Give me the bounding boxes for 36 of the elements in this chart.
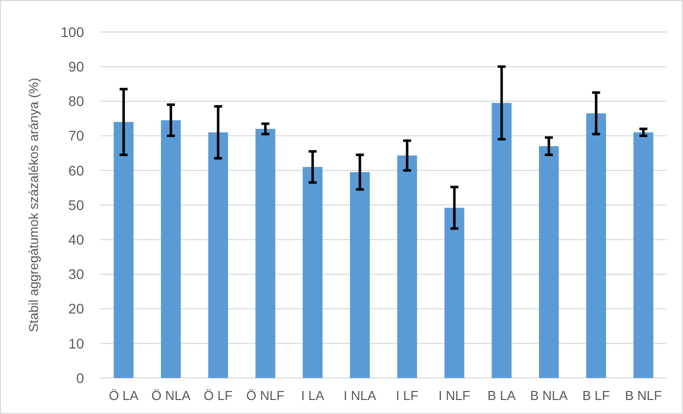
- x-tick-label: Ö NLF: [246, 388, 285, 403]
- bar: [255, 128, 276, 378]
- bar: [160, 120, 181, 378]
- bar: [350, 172, 370, 378]
- bar: [586, 113, 606, 378]
- x-tick-label: I LF: [396, 388, 418, 403]
- y-tick-label: 90: [68, 58, 84, 74]
- x-tick-label: Ö NLA: [151, 388, 191, 403]
- y-tick-label: 50: [68, 196, 84, 213]
- x-tick-label: I NLF: [438, 388, 470, 403]
- y-tick-label: 20: [68, 300, 84, 317]
- y-tick-label: 0: [76, 370, 84, 386]
- x-tick-label: Ö LA: [108, 388, 139, 403]
- bar: [492, 102, 512, 378]
- bar: [444, 208, 464, 378]
- y-tick-label: 30: [68, 266, 84, 282]
- x-tick-label: I LA: [301, 388, 325, 403]
- y-tick-label: 40: [68, 232, 84, 248]
- y-tick-label: 70: [68, 128, 84, 144]
- x-tick-label: Ö LF: [204, 388, 233, 403]
- y-tick-label: 10: [68, 335, 84, 352]
- x-tick-label: B NLA: [530, 388, 568, 403]
- y-tick-label: 60: [68, 162, 84, 178]
- bar: [538, 146, 559, 378]
- x-tick-label: B LF: [582, 388, 610, 403]
- x-tick-label: I NLA: [344, 388, 376, 403]
- bar: [208, 132, 228, 378]
- y-tick-label: 100: [60, 24, 84, 40]
- bar: [114, 122, 134, 378]
- x-tick-label: B LA: [488, 388, 516, 403]
- bar: [302, 166, 323, 378]
- bar: [633, 132, 654, 378]
- bar: [397, 156, 418, 378]
- y-axis-title: Stabil aggregátumok százalékos aránya (%): [26, 78, 41, 332]
- y-tick-label: 80: [68, 93, 84, 110]
- x-tick-label: B NLF: [624, 388, 662, 403]
